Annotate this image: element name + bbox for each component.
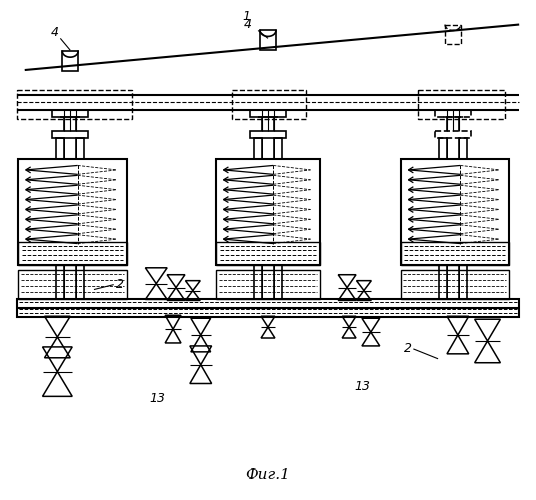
Bar [56,138,64,159]
Bar [56,265,64,300]
Bar [400,242,509,265]
Bar [439,265,447,300]
Bar [62,51,78,71]
Text: Фиг.1: Фиг.1 [245,468,291,482]
Text: 4: 4 [244,18,252,31]
Bar [250,110,286,118]
Bar [76,265,84,300]
Bar [18,270,126,300]
Bar [254,265,262,300]
Bar [274,138,282,159]
Bar [53,132,88,138]
Bar [459,265,467,300]
Bar [215,159,321,265]
Bar [17,90,131,120]
Bar [260,30,276,50]
Bar [439,138,447,159]
Bar [400,270,509,300]
Text: 13: 13 [354,380,370,393]
Bar [459,138,467,159]
Bar [254,138,262,159]
Bar [53,110,88,118]
Bar [18,159,126,265]
Bar [418,90,505,120]
Bar [435,132,471,138]
Text: 4: 4 [50,26,58,39]
Bar [250,132,286,138]
Bar [233,90,306,120]
Bar [18,242,126,265]
Bar [17,300,519,317]
Bar [215,242,321,265]
Text: 13: 13 [150,392,165,405]
Text: 2: 2 [404,342,412,355]
Bar [274,265,282,300]
Text: 2: 2 [116,278,124,291]
Bar [435,110,471,118]
Bar [76,138,84,159]
Text: 1: 1 [242,10,250,23]
Bar [215,270,321,300]
Bar [400,159,509,265]
Bar [445,24,461,44]
